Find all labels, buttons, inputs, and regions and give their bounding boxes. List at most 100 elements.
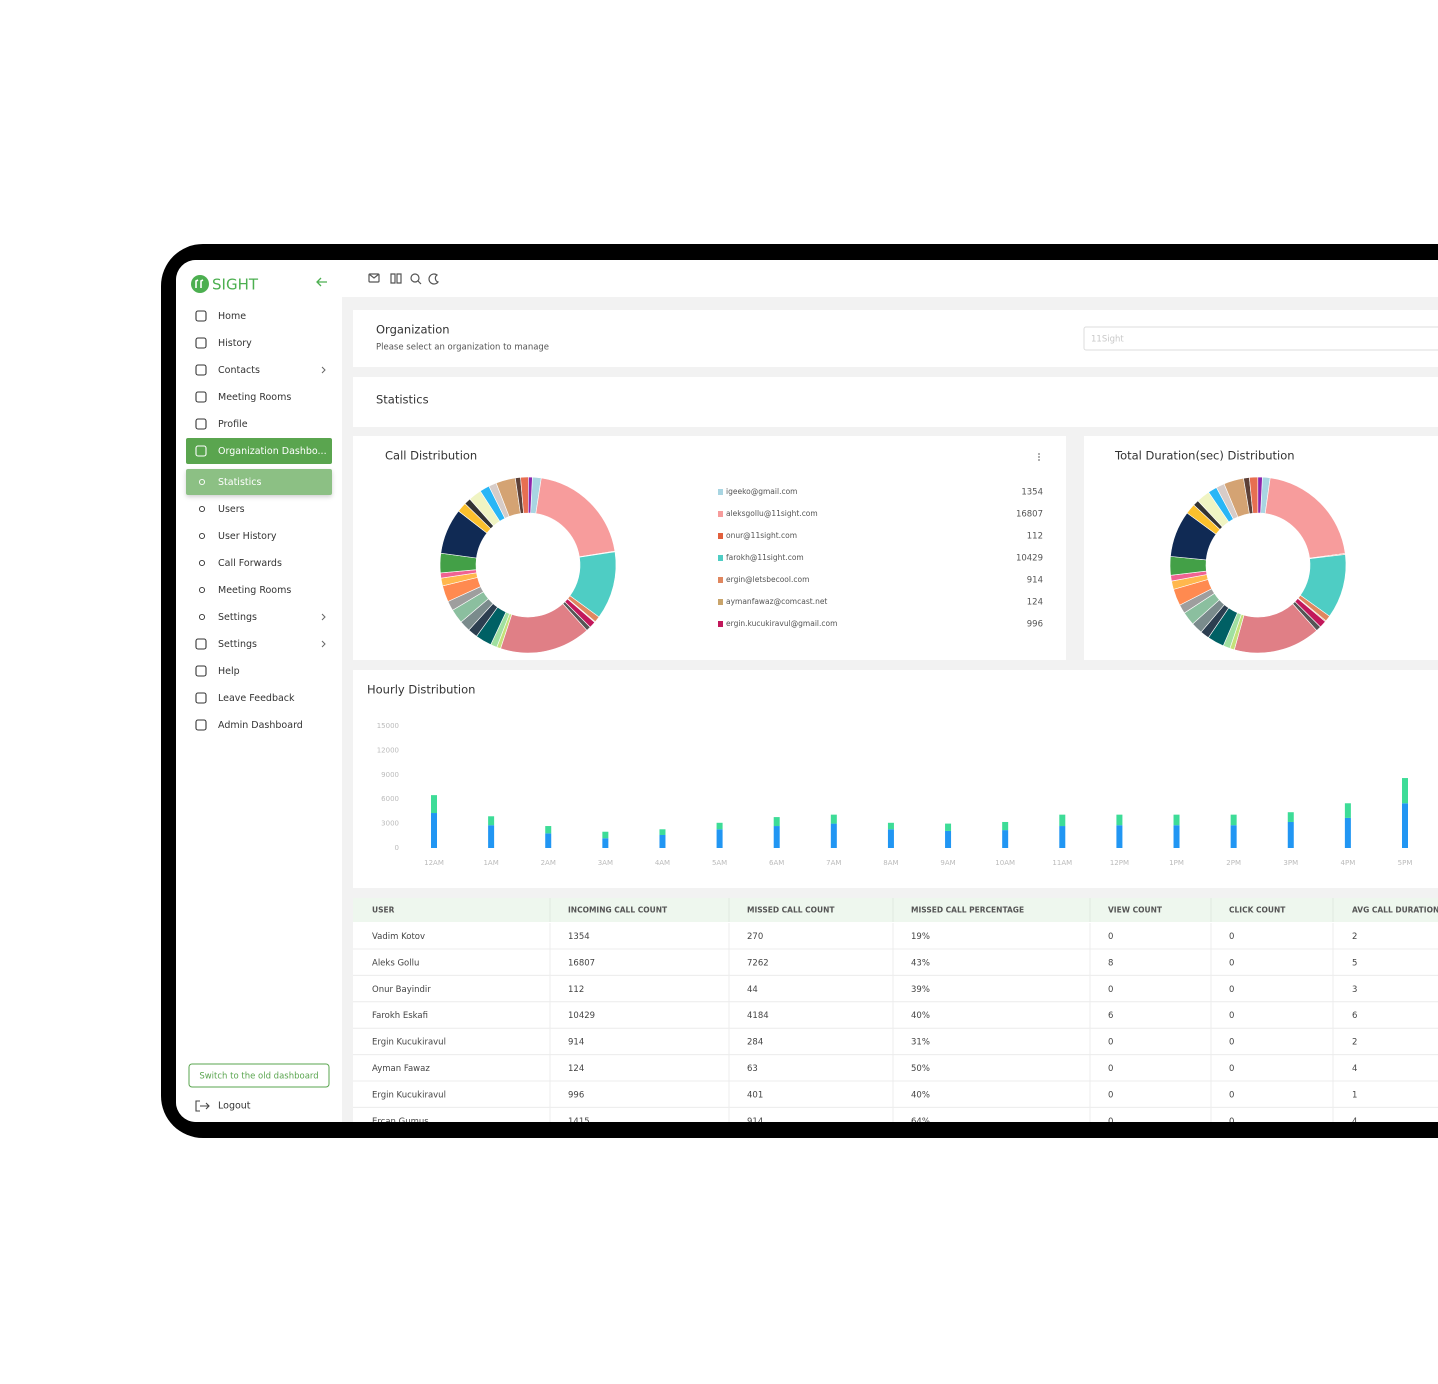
menu-item[interactable]: Settings <box>218 639 257 650</box>
menu-bullet <box>198 613 206 621</box>
bar-segment <box>659 829 666 835</box>
menu-icon <box>195 692 207 704</box>
menu-item[interactable]: Profile <box>218 419 248 430</box>
column-header: MISSED CALL COUNT <box>747 906 835 915</box>
y-tick-label: 12000 <box>377 746 399 754</box>
column-header: MISSED CALL PERCENTAGE <box>911 906 1024 915</box>
table-cell: 0 <box>1229 1117 1234 1127</box>
table-cell: Ercan Gumus <box>372 1117 429 1127</box>
menu-item[interactable]: Organization Dashbo... <box>218 446 327 457</box>
table-cell: 0 <box>1229 1090 1234 1100</box>
toolbar-icons[interactable] <box>368 273 439 285</box>
table-cell: 6 <box>1108 1011 1113 1021</box>
legend-label: aleksgollu@11sight.com <box>726 509 818 518</box>
table-cell: 996 <box>568 1090 584 1100</box>
menu-item[interactable]: Settings <box>218 612 257 623</box>
table-cell: 19% <box>911 932 930 942</box>
menu-icon <box>195 310 207 322</box>
sidebar-menu: Home History Contacts Meeting Rooms Profile O… <box>186 310 332 731</box>
screen: SIGHT Home History Contacts Meeting Rooms Pr… <box>176 260 1438 1127</box>
menu-item[interactable]: Admin Dashboard <box>218 720 303 731</box>
table-cell: Farokh Eskafi <box>372 1011 428 1021</box>
hourly-card <box>353 670 1438 888</box>
menu-item[interactable]: Meeting Rooms <box>218 585 291 596</box>
table-cell: 64% <box>911 1117 930 1127</box>
statistics-card <box>353 377 1438 427</box>
table-cell: 6 <box>1352 1011 1357 1021</box>
x-tick-label: 9AM <box>940 859 955 867</box>
moon-icon[interactable] <box>428 273 439 285</box>
legend-label: ergin@letsbecool.com <box>726 575 809 584</box>
organization-title: Organization <box>376 323 450 337</box>
bar-segment <box>1402 803 1408 848</box>
logout[interactable]: Logout <box>218 1101 251 1112</box>
legend-value: 124 <box>1027 598 1043 608</box>
x-tick-label: 8AM <box>883 859 898 867</box>
table <box>353 898 1438 1122</box>
table-cell: 401 <box>747 1090 763 1100</box>
sidebar <box>176 260 342 1122</box>
bar-segment <box>1287 821 1294 848</box>
x-tick-label: 2PM <box>1226 859 1241 867</box>
select-placeholder[interactable]: 11Sight <box>1091 335 1124 345</box>
bar-segment <box>1116 825 1123 848</box>
y-tick-label: 3000 <box>381 820 399 828</box>
menu-item[interactable]: Statistics <box>218 477 261 488</box>
organization-select[interactable] <box>1083 326 1438 351</box>
y-tick-label: 15000 <box>377 722 399 730</box>
switch-button[interactable] <box>188 1063 330 1088</box>
menu-item[interactable]: Users <box>218 504 245 515</box>
table-cell: 112 <box>568 985 584 995</box>
bar-segment <box>545 833 552 848</box>
menu-item[interactable]: Help <box>218 666 240 677</box>
menu-item[interactable]: Meeting Rooms <box>218 392 291 403</box>
table-cell: Vadim Kotov <box>372 932 425 942</box>
menu-icon <box>195 418 207 430</box>
x-tick-label: 7AM <box>826 859 841 867</box>
legend-swatch <box>718 577 723 583</box>
menu-bullet <box>198 478 206 486</box>
legend-label: onur@11sight.com <box>726 531 797 540</box>
table-cell: 914 <box>568 1038 584 1048</box>
y-tick-label: 9000 <box>381 771 399 779</box>
menu-item[interactable]: Contacts <box>218 365 260 376</box>
logo-glyph <box>195 279 204 288</box>
menu-icon <box>195 445 207 457</box>
logout-icon <box>195 1100 210 1112</box>
table-cell: 7262 <box>747 958 769 968</box>
table-cell: 0 <box>1108 1117 1113 1127</box>
book-icon[interactable] <box>390 273 402 284</box>
table-cell: 44 <box>747 985 758 995</box>
legend-label: aymanfawaz@comcast.net <box>726 597 827 606</box>
menu-item[interactable]: History <box>218 338 252 349</box>
table-cell: 0 <box>1108 932 1113 942</box>
switch-button-label[interactable]: Switch to the old dashboard <box>199 1072 318 1082</box>
x-tick-label: 2AM <box>541 859 556 867</box>
table-cell: 8 <box>1108 958 1113 968</box>
table-cell: 39% <box>911 985 930 995</box>
table-cell: 0 <box>1108 985 1113 995</box>
mail-icon[interactable] <box>368 273 380 283</box>
bar-segment <box>1344 817 1351 848</box>
table-cell: Ergin Kucukiravul <box>372 1090 446 1100</box>
search-icon[interactable] <box>410 273 420 283</box>
bar-segment <box>488 816 495 826</box>
organization-subtitle: Please select an organization to manage <box>376 343 549 353</box>
menu-item[interactable]: Leave Feedback <box>218 693 295 704</box>
menu-item[interactable]: Call Forwards <box>218 558 282 569</box>
menu-bullet <box>198 505 206 513</box>
bar-segment <box>830 814 837 824</box>
x-tick-label: 5AM <box>712 859 727 867</box>
collapse-icon[interactable] <box>316 277 327 287</box>
menu-item[interactable]: Home <box>218 311 246 322</box>
table-cell: 4184 <box>747 1011 769 1021</box>
legend-swatch <box>718 599 723 605</box>
x-tick-label: 10AM <box>995 859 1015 867</box>
menu-item[interactable]: User History <box>218 531 277 542</box>
table-cell: 4 <box>1352 1117 1357 1127</box>
bar-segment <box>716 829 723 848</box>
bar-segment <box>773 826 780 848</box>
kebab-menu[interactable] <box>1038 453 1040 461</box>
column-header: CLICK COUNT <box>1229 906 1286 915</box>
x-tick-label: 12AM <box>424 859 444 867</box>
